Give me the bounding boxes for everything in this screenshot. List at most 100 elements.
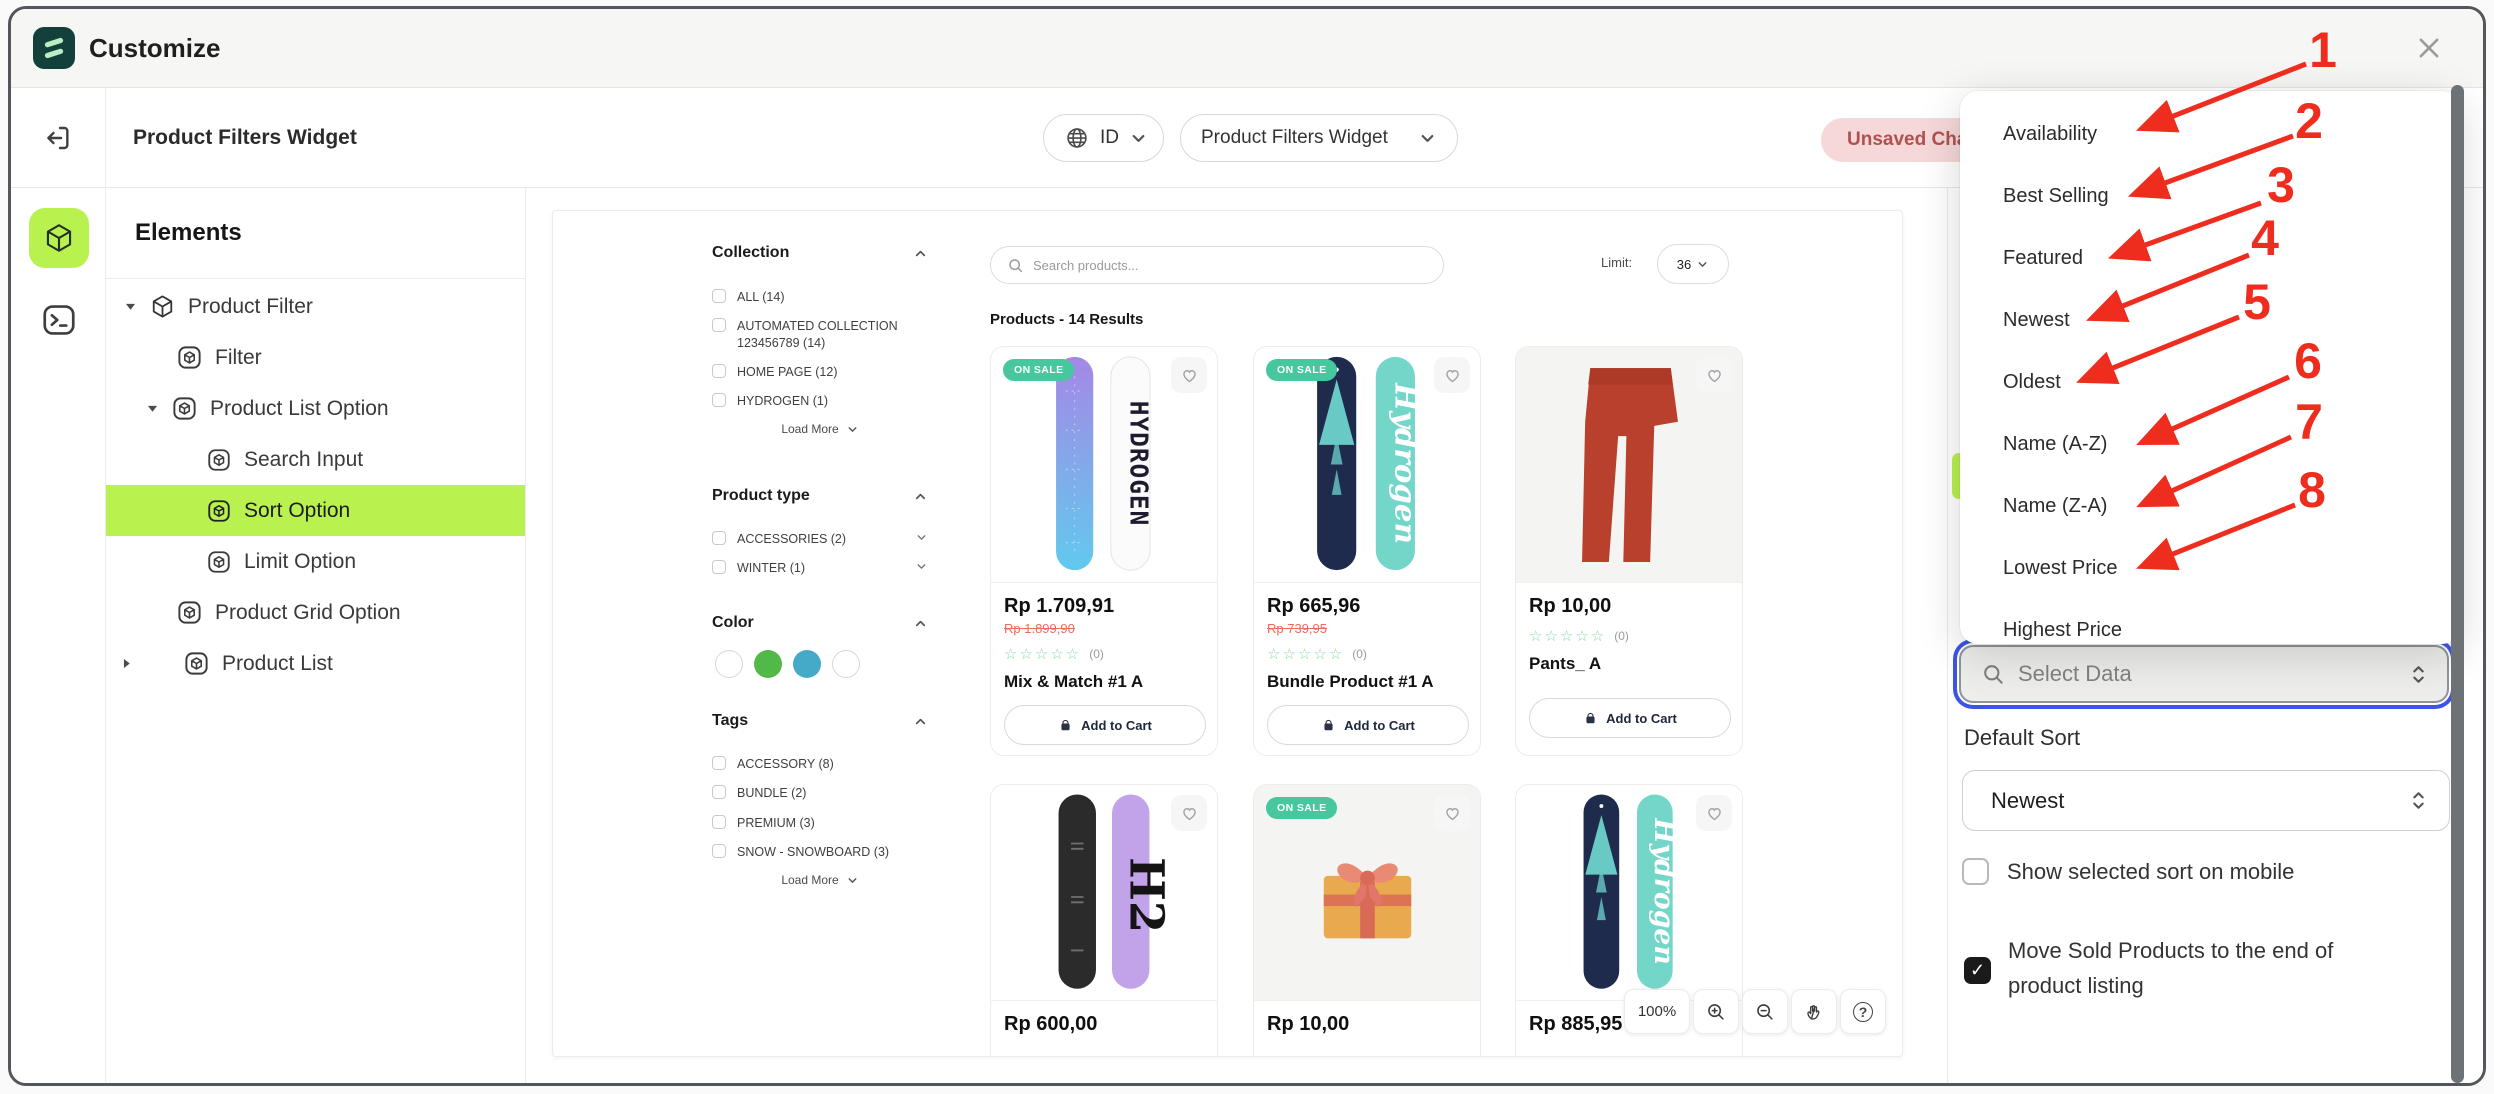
chevron-up-icon[interactable] xyxy=(913,246,928,261)
tree-item-search-input[interactable]: Search Input xyxy=(106,434,525,485)
tree-item-product-grid-option[interactable]: Product Grid Option xyxy=(106,587,525,638)
chevron-down-icon[interactable] xyxy=(915,560,928,573)
tree-item-product-filter[interactable]: Product Filter xyxy=(106,281,525,332)
filter-option[interactable]: SNOW - SNOWBOARD (3) xyxy=(712,843,928,860)
move-sold-products-checkbox-row[interactable]: ✓ Move Sold Products to the end of produ… xyxy=(1964,933,2408,1003)
rail-elements-button[interactable] xyxy=(29,208,89,268)
widget-selector[interactable]: Product Filters Widget xyxy=(1180,114,1458,162)
add-to-cart-button[interactable]: Add to Cart xyxy=(1267,705,1469,745)
sort-option-name-za[interactable]: Name (Z-A) xyxy=(2003,494,2108,517)
filter-option[interactable]: ALL (14) xyxy=(712,289,928,305)
sort-option-featured[interactable]: Featured xyxy=(2003,246,2084,269)
sort-option-oldest[interactable]: Oldest xyxy=(2003,370,2061,393)
checkbox-unchecked[interactable] xyxy=(712,814,726,829)
add-to-cart-button[interactable]: Add to Cart xyxy=(1004,705,1206,745)
filter-option[interactable]: ACCESSORY (8) xyxy=(712,756,928,772)
default-sort-select[interactable]: Newest xyxy=(1962,770,2450,831)
tree-item-sort-option[interactable]: Sort Option xyxy=(106,485,525,536)
color-swatch-light[interactable] xyxy=(832,650,860,678)
wishlist-heart-icon[interactable] xyxy=(1696,795,1732,831)
filter-option[interactable]: HYDROGEN (1) xyxy=(712,393,928,409)
checkbox-unchecked[interactable] xyxy=(712,363,726,378)
filter-option[interactable]: HOME PAGE (12) xyxy=(712,363,928,380)
checkbox-unchecked[interactable] xyxy=(1962,858,1989,885)
product-search-input[interactable]: Search products... xyxy=(990,246,1444,284)
product-price: Rp 10,00 xyxy=(1267,1013,1350,1035)
tree-item-label: Sort Option xyxy=(244,498,351,522)
filter-option[interactable]: ACCESSORIES (2) xyxy=(712,531,928,547)
tree-item-filter[interactable]: Filter xyxy=(106,332,525,383)
sort-option-best-selling[interactable]: Best Selling xyxy=(2003,184,2109,207)
rail-console-button[interactable] xyxy=(37,298,81,342)
chevron-up-icon[interactable] xyxy=(913,616,928,631)
checkbox-unchecked[interactable] xyxy=(712,393,726,407)
wishlist-heart-icon[interactable] xyxy=(1171,357,1207,393)
select-data-combobox[interactable]: Select Data xyxy=(1959,645,2449,703)
checkbox-unchecked[interactable] xyxy=(712,843,726,858)
chevron-down-icon xyxy=(848,877,857,883)
exit-button[interactable] xyxy=(11,88,106,188)
caret-down-icon[interactable] xyxy=(146,402,159,415)
chevron-down-icon[interactable] xyxy=(915,531,928,544)
filter-option[interactable]: PREMIUM (3) xyxy=(712,814,928,831)
product-image-snowboards: Hydrogen xyxy=(1317,356,1423,571)
pan-hand-icon[interactable] xyxy=(1791,989,1837,1034)
wishlist-heart-icon[interactable] xyxy=(1171,795,1207,831)
filter-option[interactable]: WINTER (1) xyxy=(712,560,928,576)
cart-bag-icon xyxy=(1324,719,1333,730)
add-to-cart-button[interactable]: Add to Cart xyxy=(1529,698,1731,738)
zoom-out-icon[interactable] xyxy=(1742,989,1788,1034)
caret-right-icon[interactable] xyxy=(120,657,133,670)
show-sort-mobile-checkbox-row[interactable]: Show selected sort on mobile xyxy=(1962,858,2294,885)
tree-item-limit-option[interactable]: Limit Option xyxy=(106,536,525,587)
load-more-button[interactable]: Load More xyxy=(712,422,928,436)
product-image-snowboards: H2 xyxy=(1058,794,1174,989)
checkbox-unchecked[interactable] xyxy=(712,318,726,333)
checkbox-unchecked[interactable] xyxy=(712,756,726,770)
product-card[interactable]: Rp 10,00 ☆☆☆☆☆ (0) Pants_ A Add to Cart xyxy=(1515,346,1743,756)
chevron-up-icon[interactable] xyxy=(913,714,928,729)
product-card[interactable]: ON SALE HYDROGEN Rp 1.709,91 Rp 1.899,90… xyxy=(990,346,1218,756)
wishlist-heart-icon[interactable] xyxy=(1434,357,1470,393)
language-selector[interactable]: ID xyxy=(1043,114,1164,162)
color-swatch-white[interactable] xyxy=(715,650,743,678)
elements-panel: Elements Product Filter Filter Product L… xyxy=(106,188,526,1083)
sort-option-name-az[interactable]: Name (A-Z) xyxy=(2003,432,2108,455)
product-card[interactable]: ON SALE Hydrogen Rp 665,96 Rp 739,95 ☆☆☆… xyxy=(1253,346,1481,756)
tree-item-product-list-option[interactable]: Product List Option xyxy=(106,383,525,434)
limit-select[interactable]: 36 xyxy=(1657,244,1729,284)
product-price: Rp 885,95 xyxy=(1529,1013,1623,1035)
sort-option-lowest-price[interactable]: Lowest Price xyxy=(2003,556,2118,579)
wishlist-heart-icon[interactable] xyxy=(1696,357,1732,393)
chevron-up-icon[interactable] xyxy=(913,489,928,504)
on-sale-badge: ON SALE xyxy=(1003,359,1075,381)
help-icon[interactable]: ? xyxy=(1840,989,1886,1034)
cart-bag-icon xyxy=(1586,712,1595,723)
product-card[interactable]: ON SALE Rp 10,00 xyxy=(1253,784,1481,1056)
close-icon[interactable] xyxy=(2405,24,2453,72)
checkbox-unchecked[interactable] xyxy=(712,785,726,800)
color-swatch-blue[interactable] xyxy=(793,650,821,678)
filter-option[interactable]: AUTOMATED COLLECTION 123456789 (14) xyxy=(712,318,928,351)
filter-option-label: AUTOMATED COLLECTION 123456789 (14) xyxy=(737,319,898,350)
filter-option[interactable]: BUNDLE (2) xyxy=(712,785,928,801)
add-to-cart-label: Add to Cart xyxy=(1344,717,1415,733)
checkbox-unchecked[interactable] xyxy=(712,560,726,575)
checkbox-unchecked[interactable] xyxy=(712,531,726,545)
caret-down-icon[interactable] xyxy=(124,300,137,313)
sort-option-newest[interactable]: Newest xyxy=(2003,308,2070,331)
product-card[interactable]: H2 Rp 600,00 xyxy=(990,784,1218,1056)
wishlist-heart-icon[interactable] xyxy=(1434,795,1470,831)
product-compare-price: Rp 1.899,90 xyxy=(1004,621,1075,636)
collection-title: Collection xyxy=(712,244,790,261)
color-swatch-green[interactable] xyxy=(754,650,782,678)
checkbox-unchecked[interactable] xyxy=(712,289,726,303)
checkbox-checked[interactable]: ✓ xyxy=(1964,957,1991,984)
tree-item-product-list[interactable]: Product List xyxy=(106,638,525,689)
zoom-in-icon[interactable] xyxy=(1693,989,1739,1034)
sort-option-highest-price[interactable]: Highest Price xyxy=(2003,618,2122,641)
sort-option-availability[interactable]: Availability xyxy=(2003,122,2098,145)
load-more-button[interactable]: Load More xyxy=(712,873,928,887)
panel-scrollbar[interactable] xyxy=(2451,85,2464,1083)
zoom-level-button[interactable]: 100% xyxy=(1624,989,1690,1034)
